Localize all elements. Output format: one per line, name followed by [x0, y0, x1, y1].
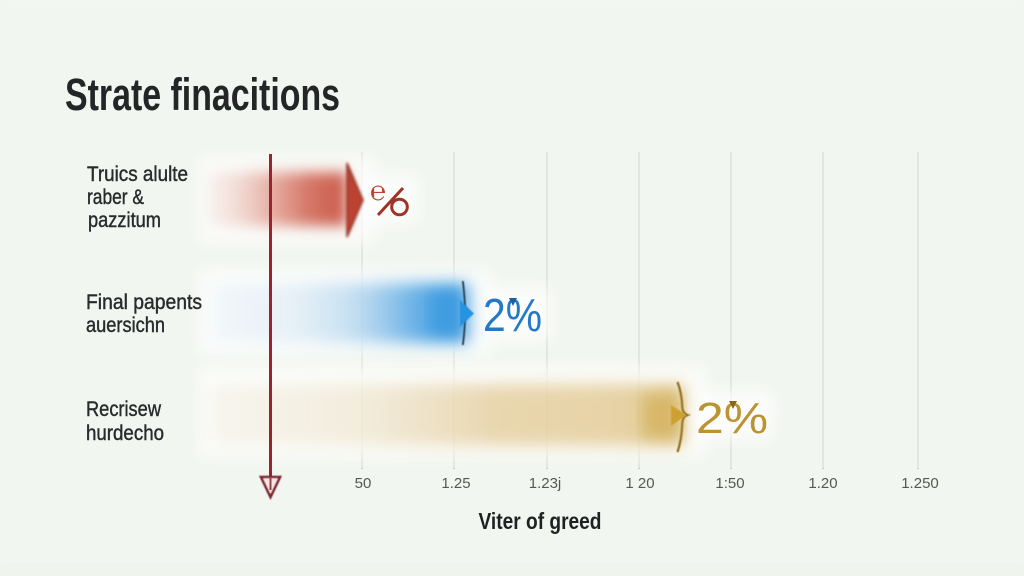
- svg-text:Recrisew: Recrisew: [86, 398, 162, 421]
- svg-text:50: 50: [355, 475, 372, 492]
- svg-text:℮: ℮: [370, 176, 386, 206]
- svg-text:pazzitum: pazzitum: [88, 209, 161, 232]
- svg-text:1 20: 1 20: [625, 475, 654, 492]
- svg-text:hurdecho: hurdecho: [86, 422, 164, 445]
- svg-text:1.25: 1.25: [441, 475, 470, 492]
- svg-text:Strate finacitions: Strate finacitions: [65, 69, 340, 120]
- svg-text:1.23j: 1.23j: [529, 475, 562, 492]
- svg-text:1.250: 1.250: [901, 475, 939, 492]
- svg-text:Viter of greed: Viter of greed: [479, 508, 602, 534]
- svg-text:auersichn: auersichn: [86, 314, 165, 337]
- svg-text:1.20: 1.20: [808, 475, 837, 492]
- svg-text:raber &: raber &: [87, 186, 144, 209]
- svg-text:Truics alulte: Truics alulte: [87, 163, 188, 186]
- svg-text:1:50: 1:50: [715, 475, 744, 492]
- svg-text:2%: 2%: [483, 289, 542, 341]
- svg-text:Final papents: Final papents: [86, 291, 202, 314]
